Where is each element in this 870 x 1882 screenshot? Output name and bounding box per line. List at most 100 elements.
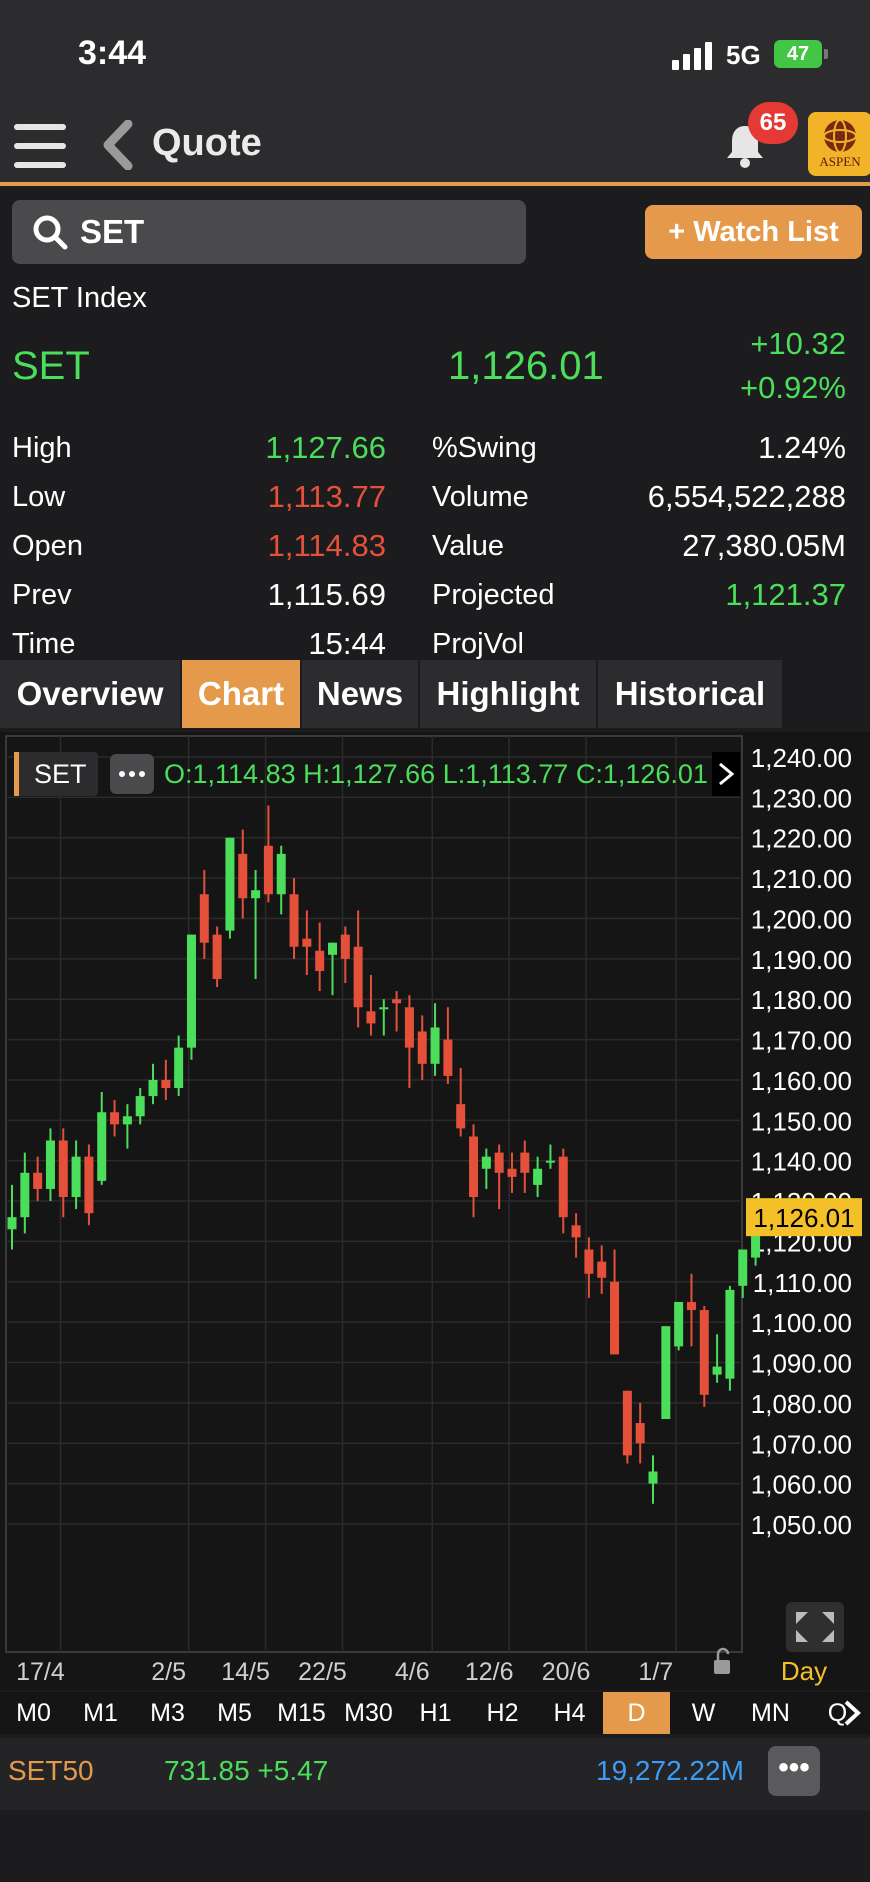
menu-icon[interactable] (14, 124, 66, 168)
candle-body[interactable] (494, 1152, 504, 1173)
period-label[interactable]: Day (781, 1656, 827, 1686)
candlestick-chart[interactable]: 1,240.00 1,230.00 1,220.00 1,210.00 1,200.00… (0, 732, 870, 1690)
candle-body[interactable] (507, 1168, 517, 1177)
candle-body[interactable] (58, 1140, 68, 1198)
candle-body[interactable] (251, 890, 261, 899)
add-watch-list-button[interactable]: + Watch List (645, 205, 862, 259)
timeframe-m30[interactable]: M30 (344, 1699, 393, 1727)
expand-icon[interactable] (786, 1602, 844, 1652)
candle-body[interactable] (417, 1031, 427, 1064)
tab-news[interactable]: News (302, 660, 418, 728)
timeframe-q[interactable]: Q (827, 1699, 848, 1727)
candle-body[interactable] (20, 1172, 30, 1218)
timeframe-h1[interactable]: H1 (419, 1699, 452, 1727)
chart-symbol-chip[interactable] (14, 752, 98, 796)
ticker-bar[interactable] (0, 1738, 870, 1810)
candle-body[interactable] (186, 934, 196, 1048)
candle-body[interactable] (302, 938, 312, 947)
candle-body[interactable] (340, 934, 350, 959)
candle-body[interactable] (456, 1104, 466, 1129)
candle-body[interactable] (597, 1261, 607, 1278)
timeframe-d[interactable]: D (603, 1692, 670, 1734)
candle-body[interactable] (33, 1172, 43, 1189)
candle-body[interactable] (84, 1156, 94, 1214)
candle-body[interactable] (212, 934, 222, 980)
tab-highlight[interactable]: Highlight (420, 660, 596, 728)
back-chevron-icon[interactable] (100, 120, 136, 170)
candle-body[interactable] (738, 1249, 748, 1286)
candle-body[interactable] (725, 1289, 735, 1379)
lock-icon[interactable] (714, 1660, 730, 1674)
candle-body[interactable] (392, 999, 402, 1004)
tab-overview[interactable]: Overview (0, 660, 180, 728)
candle-body[interactable] (289, 894, 299, 947)
candle-body[interactable] (110, 1112, 120, 1125)
candle-body[interactable] (148, 1079, 158, 1097)
timeframe-m15[interactable]: M15 (277, 1699, 326, 1727)
candle-body[interactable] (276, 853, 286, 895)
candle-body[interactable] (622, 1390, 632, 1456)
stat-value-low: 1,113.77 (267, 479, 386, 514)
x-tick-label: 17/4 (16, 1658, 65, 1686)
timeframe-m0[interactable]: M0 (16, 1699, 51, 1727)
notification-badge[interactable]: 65 (748, 102, 798, 144)
candle-body[interactable] (328, 942, 337, 955)
candle-body[interactable] (225, 837, 235, 931)
candle-body[interactable] (635, 1423, 645, 1444)
candle-body[interactable] (751, 1217, 761, 1258)
candle-body[interactable] (71, 1156, 81, 1198)
candle-body[interactable] (712, 1366, 722, 1375)
more-options-button[interactable]: ••• (768, 1746, 820, 1796)
candle-body[interactable] (674, 1301, 684, 1347)
timeframe-h2[interactable]: H2 (486, 1699, 519, 1727)
candle-body[interactable] (263, 845, 273, 895)
chart-area[interactable] (0, 732, 870, 1690)
candle-body[interactable] (122, 1116, 132, 1125)
search-box[interactable] (12, 200, 526, 264)
candle-body[interactable] (174, 1047, 184, 1089)
candle-body[interactable] (520, 1152, 530, 1173)
candle-body[interactable] (315, 950, 325, 971)
candle-body[interactable] (571, 1225, 581, 1238)
timeframe-w[interactable]: W (691, 1699, 716, 1727)
aspen-logo[interactable]: ASPEN (808, 112, 870, 176)
candle-body[interactable] (699, 1310, 709, 1395)
timeframe-h4[interactable]: H4 (553, 1699, 586, 1727)
scroll-right-icon[interactable] (840, 1692, 864, 1734)
candle-body[interactable] (469, 1136, 479, 1198)
timeframe-m1[interactable]: M1 (83, 1699, 118, 1727)
x-tick-label: 14/5 (221, 1658, 270, 1686)
candle-body[interactable] (404, 1007, 414, 1048)
candle-body[interactable] (45, 1140, 55, 1189)
candle-body[interactable] (481, 1156, 491, 1169)
timeframe-m3[interactable]: M3 (150, 1699, 185, 1727)
candle-body[interactable] (686, 1301, 696, 1311)
tab-chart[interactable]: Chart (182, 660, 300, 728)
chevron-right-icon[interactable] (719, 762, 735, 786)
candle-body[interactable] (610, 1281, 620, 1355)
candle-body[interactable] (443, 1039, 453, 1076)
timeframe-m5[interactable]: M5 (217, 1699, 252, 1727)
candle-body[interactable] (648, 1471, 658, 1484)
candle-body[interactable] (7, 1217, 17, 1230)
candle-body[interactable] (430, 1027, 440, 1064)
candle-body[interactable] (558, 1156, 568, 1218)
candle-body[interactable] (584, 1249, 594, 1274)
candle-body[interactable] (533, 1168, 543, 1185)
status-time: 3:44 (78, 34, 147, 72)
candle-body[interactable] (353, 946, 363, 1008)
candle-body[interactable] (135, 1096, 145, 1117)
candle-body[interactable] (238, 853, 248, 899)
candle-body[interactable] (545, 1160, 555, 1163)
timeframe-mn[interactable]: MN (751, 1699, 790, 1727)
candle-body[interactable] (161, 1079, 171, 1089)
candle-body[interactable] (97, 1112, 107, 1181)
tab-historical[interactable]: Historical (598, 660, 782, 728)
ticker-symbol[interactable]: SET50 (8, 1755, 94, 1786)
candle-body[interactable] (379, 1007, 389, 1010)
search-input[interactable] (80, 208, 500, 256)
candle-body[interactable] (199, 894, 209, 943)
candle-body[interactable] (366, 1011, 376, 1024)
ohlc-scroll[interactable] (712, 752, 740, 796)
candle-body[interactable] (661, 1326, 671, 1420)
